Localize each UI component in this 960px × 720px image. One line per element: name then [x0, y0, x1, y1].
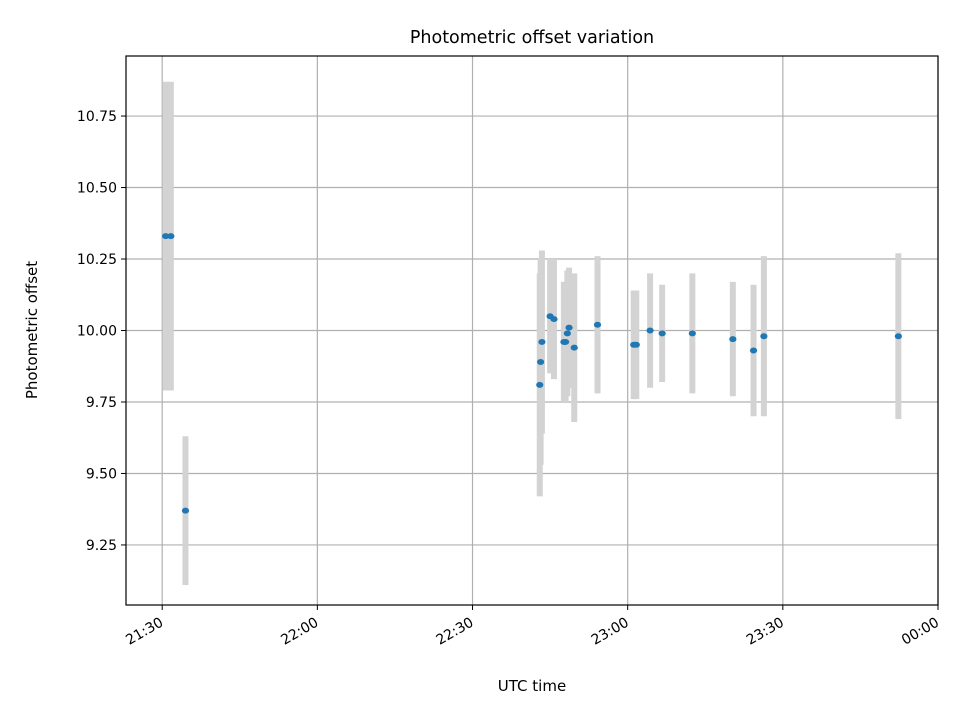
data-points — [162, 233, 902, 514]
data-point — [162, 233, 170, 240]
y-tick-label: 9.50 — [86, 466, 117, 482]
data-point — [181, 507, 190, 514]
x-axis-label: UTC time — [498, 677, 566, 695]
data-point — [646, 327, 654, 334]
y-tick-label: 10.00 — [77, 324, 117, 340]
data-point — [550, 316, 558, 323]
data-point — [749, 347, 758, 354]
data-point — [688, 330, 696, 337]
y-axis-ticks: 9.25 9.50 9.75 10.00 10.25 10.50 10.75 — [77, 109, 126, 554]
data-point — [658, 330, 666, 337]
data-point — [538, 338, 546, 345]
y-tick-label: 9.75 — [86, 395, 117, 411]
data-point — [565, 324, 573, 331]
data-point — [563, 330, 571, 337]
y-tick-label: 9.25 — [86, 538, 117, 554]
data-point — [593, 321, 602, 328]
data-point — [632, 341, 640, 348]
chart-title: Photometric offset variation — [410, 28, 654, 48]
data-point — [760, 333, 768, 340]
data-point — [536, 381, 544, 388]
data-point — [562, 338, 570, 345]
data-point — [537, 358, 545, 365]
y-tick-label: 10.25 — [77, 252, 117, 268]
data-point — [894, 333, 902, 340]
data-point — [167, 233, 175, 240]
y-axis-label: Photometric offset — [23, 261, 41, 399]
y-tick-label: 10.50 — [77, 181, 117, 197]
y-tick-label: 10.75 — [77, 109, 117, 125]
data-point — [570, 344, 578, 351]
data-point — [729, 336, 737, 343]
